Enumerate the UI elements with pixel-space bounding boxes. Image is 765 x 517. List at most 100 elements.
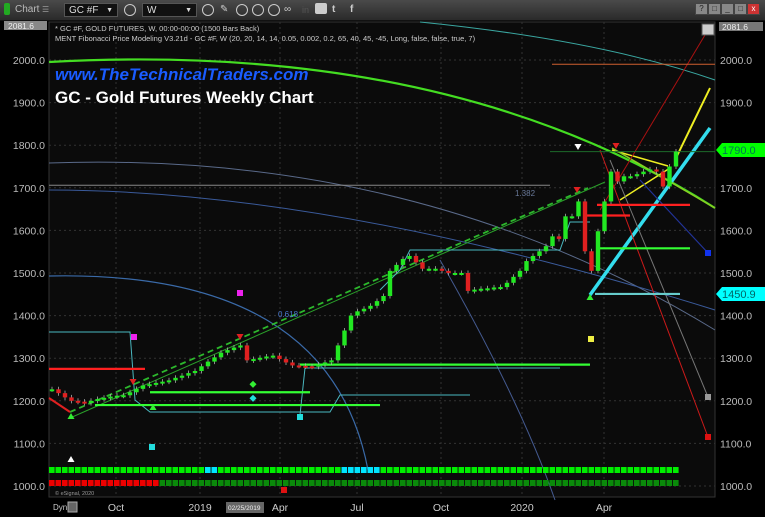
signal-cell <box>341 480 348 486</box>
signal-cell <box>120 467 127 473</box>
magenta-square <box>237 290 243 296</box>
candle-up <box>322 362 328 365</box>
candle-up <box>127 392 133 396</box>
link-icon[interactable]: ∞ <box>284 4 292 15</box>
linkedin-icon[interactable]: in <box>302 5 310 15</box>
candle-up <box>621 176 627 182</box>
symbol-dropdown[interactable]: GC #F ▼ <box>64 3 118 17</box>
candle-up <box>595 231 601 271</box>
restore-button[interactable]: □ <box>708 3 721 15</box>
signal-cell <box>270 467 276 473</box>
alert-icon[interactable] <box>268 4 280 16</box>
y-tick-left: 1500.0 <box>13 268 45 280</box>
signal-cell <box>504 467 510 473</box>
candle-up <box>108 396 113 399</box>
candle-up <box>472 289 477 292</box>
minimize-button[interactable]: _ <box>721 3 734 15</box>
x-tick: Jul <box>350 502 363 514</box>
signal-cell <box>653 467 660 473</box>
signal-cell <box>88 467 94 473</box>
signal-cell <box>289 480 296 486</box>
candle-up <box>264 356 269 359</box>
settings-icon[interactable] <box>124 4 136 16</box>
signal-cell <box>614 480 621 486</box>
candle-up <box>452 273 458 275</box>
signal-cell <box>439 480 445 486</box>
signal-cell <box>127 480 133 486</box>
signal-cell <box>413 467 419 473</box>
y-tick-left: 1300.0 <box>13 353 45 365</box>
signal-cell <box>263 467 270 473</box>
pencil-icon[interactable]: ✎ <box>220 4 229 15</box>
signal-cell <box>660 480 666 486</box>
candle-up <box>569 216 575 219</box>
candle-up <box>563 216 568 239</box>
x-axis: Oct 2019 Apr Jul Oct 2020 Apr <box>108 502 613 514</box>
signal-cell <box>465 467 471 473</box>
signal-cell <box>107 480 114 486</box>
clock-icon[interactable] <box>202 4 214 16</box>
candle-up <box>634 174 640 177</box>
twitter-icon[interactable]: t <box>332 4 336 15</box>
window-title: Chart <box>15 4 40 15</box>
facebook-icon[interactable]: f <box>350 4 354 15</box>
help-button[interactable]: ? <box>695 3 708 15</box>
candle-down <box>296 365 302 368</box>
signal-cell <box>172 467 179 473</box>
candle-up <box>257 357 263 360</box>
candle-down <box>303 365 308 368</box>
green-diamond-icon <box>249 380 257 388</box>
signal-cell <box>237 480 244 486</box>
y-tick-left: 2000.0 <box>13 55 45 67</box>
candle-up <box>400 258 406 265</box>
play-icon[interactable] <box>252 4 264 16</box>
expand-icon[interactable] <box>701 23 715 36</box>
candle-up <box>602 201 607 232</box>
candle-down <box>413 255 419 263</box>
signal-cell <box>283 467 289 473</box>
interval-dropdown[interactable]: W ▼ <box>142 3 197 17</box>
close-button[interactable]: x <box>747 3 760 15</box>
signal-cell <box>49 480 55 486</box>
dyn-toggle-button[interactable] <box>67 501 78 513</box>
signal-cell <box>419 480 426 486</box>
signal-cell <box>211 480 218 486</box>
x-tick: 2020 <box>510 502 534 514</box>
signal-cell <box>348 467 354 473</box>
signal-cell <box>270 480 276 486</box>
candle-down <box>62 393 68 398</box>
last-price-tag <box>716 143 765 157</box>
navy-line <box>639 179 709 254</box>
cursor-date: 02/25/2019 <box>228 505 261 512</box>
candle-up <box>134 388 139 393</box>
chevron-down-icon: ▼ <box>185 7 192 14</box>
fib-trend-line <box>69 181 606 419</box>
signal-cell <box>127 467 133 473</box>
signal-cell <box>426 480 432 486</box>
maximize-button[interactable]: □ <box>734 3 747 15</box>
candle-up <box>153 382 159 385</box>
candle-down <box>75 400 81 403</box>
signal-cell <box>354 467 361 473</box>
y-tick-right: 1000.0 <box>720 481 752 493</box>
signal-cell <box>172 480 179 486</box>
comment-icon[interactable] <box>315 3 327 14</box>
chart-icon[interactable] <box>236 4 248 16</box>
candle-down <box>439 268 445 271</box>
signal-cell <box>497 480 504 486</box>
signal-cell <box>153 467 159 473</box>
red-triangle-down-icon <box>612 143 620 149</box>
signal-cell <box>185 467 192 473</box>
signal-markers <box>67 143 711 493</box>
candle-up <box>576 201 581 217</box>
green-triangle-up-icon <box>67 413 75 419</box>
candle-up <box>49 389 55 392</box>
y-tick-right: 1300.0 <box>720 353 752 365</box>
signal-cell <box>218 467 224 473</box>
signal-cell <box>140 480 146 486</box>
yellow-projection-line <box>675 87 711 159</box>
signal-cell <box>107 467 114 473</box>
signal-cell <box>361 467 367 473</box>
signal-cell <box>166 480 172 486</box>
